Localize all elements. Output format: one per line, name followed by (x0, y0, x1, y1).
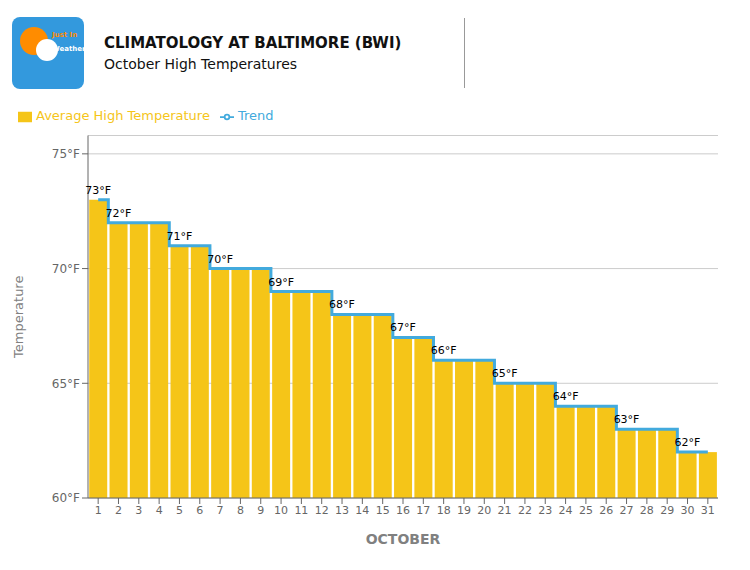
svg-text:64°F: 64°F (553, 390, 579, 403)
svg-text:6: 6 (196, 504, 203, 517)
svg-text:12: 12 (315, 504, 329, 517)
svg-text:8: 8 (237, 504, 244, 517)
svg-text:68°F: 68°F (329, 298, 355, 311)
svg-text:29: 29 (660, 504, 674, 517)
svg-text:Temperature: Temperature (11, 276, 26, 359)
svg-text:66°F: 66°F (431, 344, 457, 357)
svg-text:23: 23 (538, 504, 552, 517)
html-text:Average High Temperature: Average High Temperature (36, 108, 210, 123)
svg-text:17: 17 (416, 504, 430, 517)
svg-text:31: 31 (701, 504, 715, 517)
html-text:Weather: Weather (52, 45, 86, 53)
svg-text:4: 4 (156, 504, 163, 517)
svg-text:18: 18 (437, 504, 451, 517)
svg-text:20: 20 (477, 504, 491, 517)
svg-text:70°F: 70°F (52, 262, 80, 276)
svg-text:22: 22 (518, 504, 532, 517)
svg-text:62°F: 62°F (675, 436, 701, 449)
svg-text:10: 10 (274, 504, 288, 517)
svg-text:75°F: 75°F (52, 147, 80, 161)
html-text:Trend: Trend (237, 108, 274, 123)
svg-text:2: 2 (115, 504, 122, 517)
svg-text:72°F: 72°F (106, 207, 132, 220)
svg-text:9: 9 (257, 504, 264, 517)
svg-text:21: 21 (498, 504, 512, 517)
svg-text:OCTOBER: OCTOBER (366, 531, 441, 547)
svg-text:65°F: 65°F (52, 377, 80, 391)
svg-text:13: 13 (335, 504, 349, 517)
svg-text:16: 16 (396, 504, 410, 517)
svg-text:24: 24 (559, 504, 573, 517)
svg-text:11: 11 (294, 504, 308, 517)
svg-text:67°F: 67°F (390, 321, 416, 334)
svg-text:30: 30 (681, 504, 695, 517)
svg-text:19: 19 (457, 504, 471, 517)
svg-text:70°F: 70°F (207, 253, 233, 266)
svg-text:65°F: 65°F (492, 367, 518, 380)
html-text:Just In: Just In (52, 31, 78, 39)
svg-text:1: 1 (95, 504, 102, 517)
svg-text:27: 27 (620, 504, 634, 517)
svg-text:28: 28 (640, 504, 654, 517)
svg-text:63°F: 63°F (614, 413, 640, 426)
svg-text:60°F: 60°F (52, 491, 80, 505)
svg-text:26: 26 (599, 504, 613, 517)
svg-text:71°F: 71°F (167, 230, 193, 243)
svg-text:25: 25 (579, 504, 593, 517)
html-text:CLIMATOLOGY AT BALTIMORE (BWI): CLIMATOLOGY AT BALTIMORE (BWI) (104, 34, 402, 52)
svg-text:73°F: 73°F (85, 184, 111, 197)
svg-text:5: 5 (176, 504, 183, 517)
html-text:October High Temperatures: October High Temperatures (104, 56, 298, 72)
svg-text:14: 14 (355, 504, 369, 517)
svg-text:3: 3 (135, 504, 142, 517)
svg-text:7: 7 (217, 504, 224, 517)
svg-text:69°F: 69°F (268, 276, 294, 289)
svg-text:15: 15 (376, 504, 390, 517)
